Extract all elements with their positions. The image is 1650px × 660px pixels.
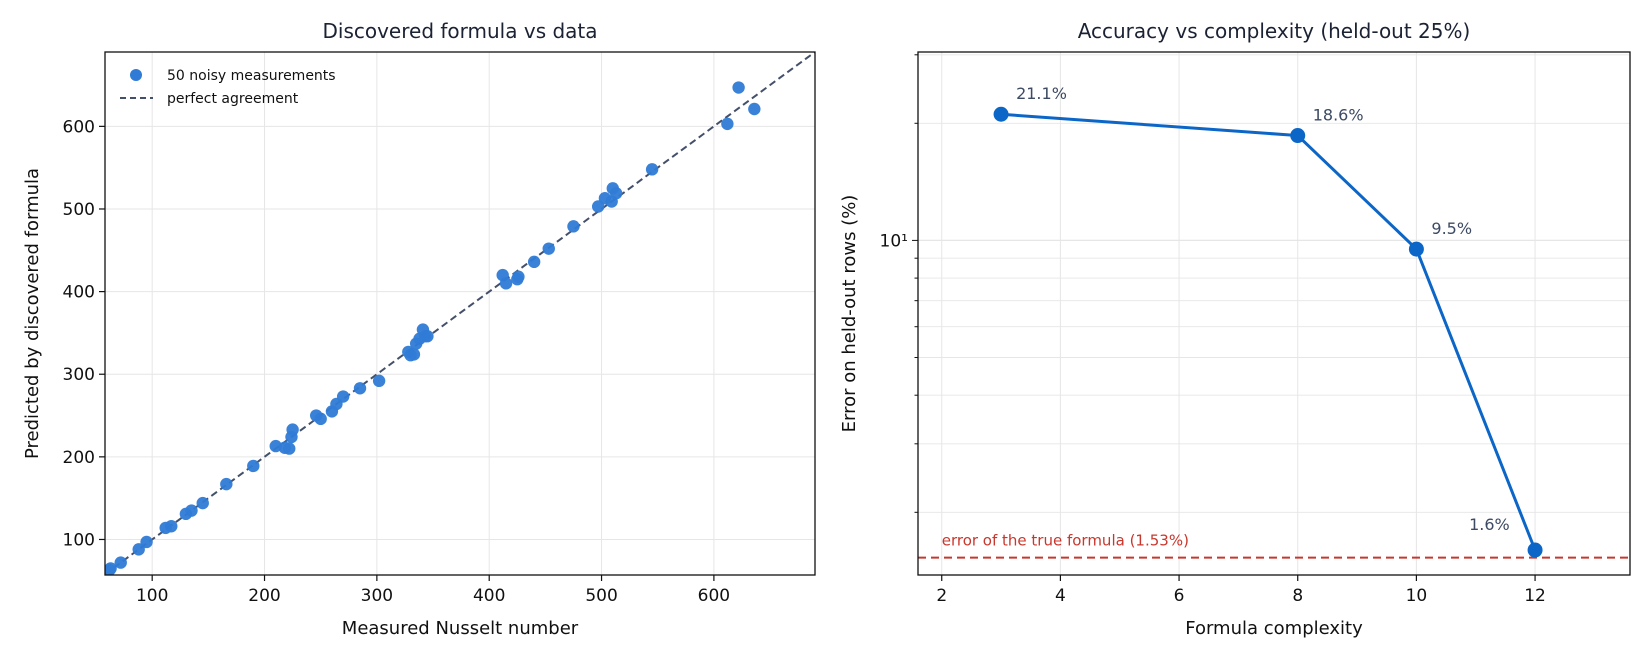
- legend: 50 noisy measurements perfect agreement: [120, 68, 336, 107]
- left-y-tick-label: 600: [63, 117, 95, 137]
- scatter-point: [721, 117, 734, 131]
- scatter-point: [247, 459, 260, 473]
- scatter-point: [185, 504, 198, 517]
- error-point: [1527, 542, 1543, 558]
- left-x-tick-label: 200: [248, 586, 280, 606]
- left-y-tick-label: 200: [63, 448, 95, 468]
- perfect-agreement-line: [105, 52, 815, 575]
- perfect-agreement-line-group: [105, 52, 815, 575]
- error-curve: [1000, 112, 1537, 551]
- right-x-axis-label: Formula complexity: [1185, 618, 1363, 639]
- error-point-label: 21.1%: [1016, 84, 1067, 103]
- left-x-tick-label: 300: [361, 586, 393, 606]
- true-formula-reference-label: error of the true formula (1.53%): [942, 532, 1189, 550]
- left-y-tick-label: 400: [63, 283, 95, 303]
- scatter-point: [314, 412, 327, 426]
- scatter-point: [421, 330, 434, 343]
- left-y-tick-label: 100: [63, 530, 95, 550]
- scatter-point: [748, 102, 761, 116]
- error-point: [993, 106, 1009, 122]
- right-ticks: 2 4 6 8 10 12 10¹: [880, 54, 1546, 606]
- left-y-tick-label: 300: [63, 365, 95, 385]
- scatter-point: [499, 277, 513, 290]
- right-chart-title: Accuracy vs complexity (held-out 25%): [1078, 19, 1471, 43]
- right-x-tick-label: 12: [1524, 586, 1546, 606]
- scatter-point: [527, 255, 541, 269]
- scatter-points: [105, 81, 761, 575]
- error-point-label: 9.5%: [1431, 219, 1472, 238]
- error-points: [993, 106, 1543, 558]
- left-x-tick-label: 100: [136, 586, 168, 606]
- left-y-tick-label: 500: [63, 200, 95, 220]
- scatter-point: [542, 242, 555, 255]
- scatter-point: [512, 270, 525, 283]
- error-point: [1408, 241, 1424, 257]
- scatter-point: [567, 220, 580, 233]
- scatter-point: [353, 382, 367, 395]
- scatter-point: [165, 520, 178, 533]
- scatter-point: [196, 496, 209, 510]
- scatter-point: [140, 535, 153, 549]
- right-x-tick-label: 4: [1055, 586, 1066, 606]
- scatter-point: [105, 562, 117, 575]
- error-point-label: 1.6%: [1469, 515, 1510, 534]
- left-x-tick-label: 500: [585, 586, 617, 606]
- right-x-tick-label: 6: [1174, 586, 1185, 606]
- left-x-tick-label: 400: [473, 586, 505, 606]
- legend-marker-measurements: [130, 69, 142, 81]
- scatter-point: [283, 442, 296, 455]
- right-y-tick-label: 10¹: [880, 231, 908, 251]
- error-point: [1290, 128, 1306, 144]
- left-chart-title: Discovered formula vs data: [322, 19, 597, 43]
- scatter-point: [591, 200, 605, 213]
- complexity-chart: error of the true formula (1.53%) 21.1% 1…: [839, 19, 1631, 639]
- scatter-point: [732, 81, 745, 94]
- left-x-tick-label: 600: [698, 586, 730, 606]
- left-x-axis-label: Measured Nusselt number: [342, 618, 579, 639]
- scatter-point: [132, 543, 145, 556]
- scatter-point: [407, 348, 421, 361]
- error-point-labels: 21.1% 18.6% 9.5% 1.6%: [1016, 84, 1510, 534]
- scatter-point: [336, 390, 350, 403]
- scatter-point: [286, 423, 299, 436]
- scatter-chart: 100 200 300 400 500 600 100 200 300 400 500 600 Dis…: [22, 19, 816, 639]
- scatter-point: [114, 556, 127, 569]
- left-y-axis-label: Predicted by discovered formula: [22, 168, 43, 459]
- right-x-tick-label: 8: [1292, 586, 1303, 606]
- right-plot-frame: [917, 51, 1631, 576]
- scatter-point: [645, 163, 659, 176]
- left-plot-frame: [104, 51, 816, 576]
- right-y-axis-label: Error on held-out rows (%): [839, 195, 860, 433]
- left-ticks: 100 200 300 400 500 600 100 200 300 400 500 600: [63, 117, 731, 606]
- legend-label-perfect-agreement: perfect agreement: [167, 91, 299, 107]
- right-x-tick-label: 2: [936, 586, 947, 606]
- right-x-tick-label: 10: [1406, 586, 1428, 606]
- left-grid: [105, 52, 815, 575]
- legend-label-measurements: 50 noisy measurements: [167, 68, 336, 84]
- error-point-label: 18.6%: [1313, 106, 1364, 125]
- scatter-point: [609, 187, 623, 200]
- right-grid: [918, 52, 1630, 575]
- scatter-point: [220, 477, 233, 491]
- scatter-point: [372, 374, 386, 388]
